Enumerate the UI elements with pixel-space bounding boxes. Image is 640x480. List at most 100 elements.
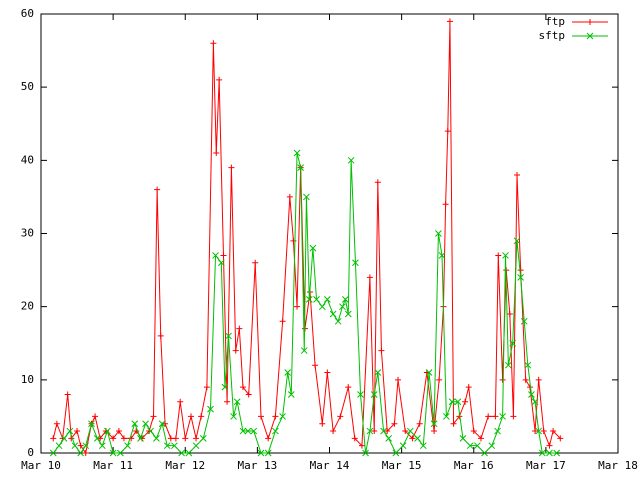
point-marker <box>50 435 57 442</box>
point-marker <box>488 442 496 450</box>
point-marker <box>77 442 84 449</box>
point-marker <box>323 295 331 303</box>
point-marker <box>53 420 60 427</box>
point-marker <box>49 449 57 457</box>
point-marker <box>213 150 220 157</box>
point-marker <box>357 391 364 398</box>
point-marker <box>198 413 205 420</box>
point-marker <box>284 369 292 376</box>
x-tick-label: Mar 18 <box>598 459 638 472</box>
point-marker <box>110 435 117 442</box>
point-marker <box>337 413 344 420</box>
point-marker <box>378 347 385 354</box>
x-tick-label: Mar 17 <box>526 459 566 472</box>
point-marker <box>245 391 252 398</box>
point-marker <box>257 449 265 457</box>
point-marker <box>416 420 423 427</box>
x-tick-label: Mar 12 <box>165 459 205 472</box>
legend-marker <box>587 19 593 25</box>
point-marker <box>97 435 104 442</box>
point-marker <box>454 398 462 406</box>
point-marker <box>131 420 139 428</box>
point-marker <box>517 267 524 274</box>
point-marker <box>366 427 374 435</box>
x-tick-label: Mar 10 <box>21 459 61 472</box>
y-tick-label: 50 <box>21 80 34 93</box>
point-marker <box>402 428 409 435</box>
point-marker <box>553 449 561 457</box>
point-marker <box>531 398 539 406</box>
point-marker <box>485 413 492 420</box>
point-marker <box>528 391 535 398</box>
point-marker <box>465 384 472 391</box>
point-marker <box>330 428 337 435</box>
point-marker <box>109 449 117 457</box>
point-marker <box>495 252 502 259</box>
point-marker <box>514 171 521 178</box>
point-marker <box>104 427 111 435</box>
x-tick-label: Mar 11 <box>93 459 133 472</box>
point-marker <box>92 413 99 420</box>
point-marker <box>339 303 346 311</box>
legend-label: sftp <box>539 29 566 42</box>
point-marker <box>77 449 85 457</box>
point-marker <box>167 435 174 442</box>
point-marker <box>199 435 207 442</box>
point-marker <box>272 413 279 420</box>
y-tick-label: 0 <box>27 446 34 459</box>
point-marker <box>147 427 154 435</box>
point-marker <box>347 156 355 164</box>
point-marker <box>470 428 477 435</box>
point-marker <box>192 442 200 450</box>
point-marker <box>66 427 74 435</box>
point-marker <box>230 413 237 420</box>
point-marker <box>334 317 342 325</box>
point-marker <box>442 201 449 208</box>
point-marker <box>436 376 443 383</box>
point-marker <box>374 179 381 186</box>
point-marker <box>220 252 227 259</box>
point-marker <box>239 384 246 391</box>
point-marker <box>342 295 349 303</box>
x-tick-label: Mar 15 <box>382 459 422 472</box>
point-marker <box>279 318 286 325</box>
point-marker <box>64 391 71 398</box>
point-marker <box>294 303 301 310</box>
point-marker <box>535 376 542 383</box>
point-marker <box>158 420 166 428</box>
point-marker <box>406 427 414 435</box>
point-marker <box>74 428 81 435</box>
point-marker <box>185 449 193 457</box>
point-marker <box>115 428 122 435</box>
point-marker <box>505 361 512 369</box>
point-marker <box>272 427 279 435</box>
point-marker <box>225 332 232 340</box>
point-marker <box>193 435 200 442</box>
point-marker <box>391 420 398 427</box>
point-marker <box>257 413 264 420</box>
point-marker <box>250 427 258 435</box>
point-marker <box>448 398 456 406</box>
point-marker <box>395 376 402 383</box>
point-marker <box>535 427 543 435</box>
point-marker <box>172 435 179 442</box>
point-marker <box>137 435 144 442</box>
y-tick-label: 40 <box>21 153 34 166</box>
point-marker <box>293 149 301 157</box>
point-marker <box>303 193 310 201</box>
point-marker <box>371 428 378 435</box>
point-marker <box>287 391 295 398</box>
point-marker <box>171 442 178 450</box>
point-marker <box>517 274 524 281</box>
point-marker <box>312 362 319 369</box>
point-marker <box>163 442 171 450</box>
point-marker <box>540 428 547 435</box>
point-marker <box>344 310 352 318</box>
point-marker <box>370 391 378 398</box>
point-marker <box>286 193 293 200</box>
point-marker <box>239 427 247 435</box>
point-marker <box>425 369 433 376</box>
point-marker <box>82 450 89 456</box>
